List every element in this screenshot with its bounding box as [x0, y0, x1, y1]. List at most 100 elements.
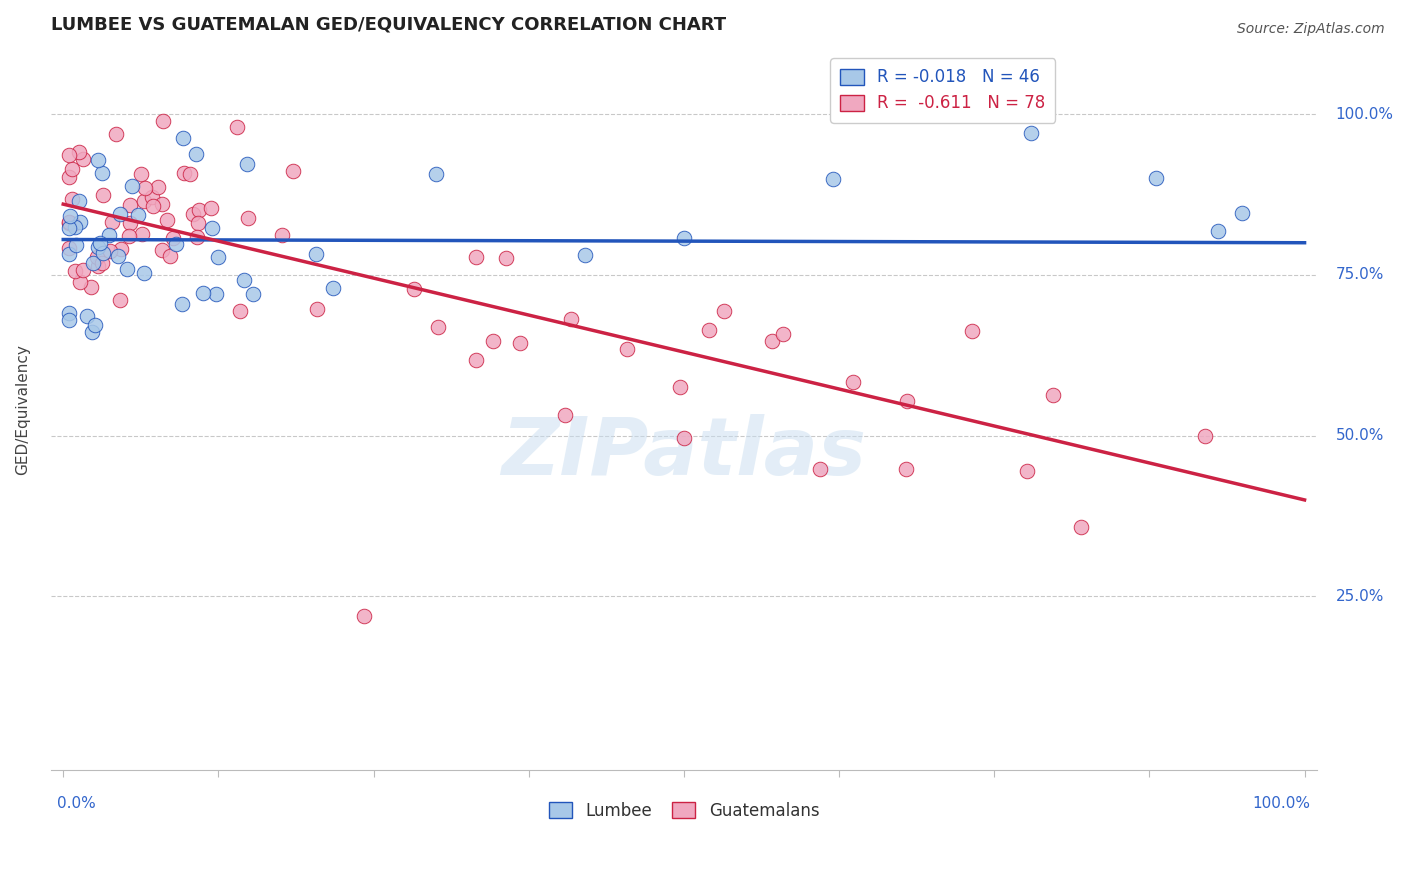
Point — [141, 190, 163, 204]
Point — [91, 188, 114, 202]
Point — [404, 282, 426, 296]
Point — [187, 216, 209, 230]
Point — [465, 251, 488, 265]
Point — [83, 318, 105, 332]
Text: ZIPatlas: ZIPatlas — [502, 414, 866, 492]
Point — [58, 170, 80, 185]
Point — [205, 286, 228, 301]
Text: 100.0%: 100.0% — [1336, 107, 1393, 121]
Point — [772, 327, 794, 342]
Point — [281, 164, 304, 178]
Point — [1232, 206, 1254, 220]
Point — [89, 236, 111, 251]
Text: 100.0%: 100.0% — [1253, 796, 1310, 811]
Point — [134, 181, 156, 195]
Point — [90, 166, 112, 180]
Point — [159, 249, 181, 263]
Point — [322, 281, 344, 295]
Point — [1206, 224, 1229, 238]
Point — [118, 228, 141, 243]
Point — [172, 131, 194, 145]
Point — [100, 244, 122, 259]
Point — [616, 343, 638, 357]
Point — [894, 462, 917, 476]
Point — [713, 304, 735, 318]
Point — [63, 263, 86, 277]
Point — [86, 250, 108, 264]
Point — [1194, 429, 1216, 443]
Point — [79, 280, 101, 294]
Point — [162, 230, 184, 244]
Point — [509, 335, 531, 350]
Point — [181, 206, 204, 220]
Point — [150, 243, 173, 257]
Point — [187, 202, 209, 217]
Point — [97, 227, 120, 242]
Point — [207, 250, 229, 264]
Text: Source: ZipAtlas.com: Source: ZipAtlas.com — [1237, 22, 1385, 37]
Point — [242, 287, 264, 301]
Point — [232, 273, 254, 287]
Point — [179, 168, 201, 182]
Point — [236, 211, 259, 226]
Point — [60, 192, 83, 206]
Point — [226, 120, 249, 134]
Point — [156, 212, 179, 227]
Point — [63, 219, 86, 234]
Point — [146, 180, 169, 194]
Point — [808, 462, 831, 476]
Point — [172, 297, 194, 311]
Point — [87, 153, 110, 167]
Text: 25.0%: 25.0% — [1336, 589, 1384, 604]
Point — [67, 194, 90, 208]
Point — [107, 249, 129, 263]
Point — [132, 194, 155, 208]
Point — [108, 293, 131, 307]
Point — [761, 334, 783, 348]
Point — [69, 215, 91, 229]
Point — [58, 215, 80, 229]
Point — [131, 227, 153, 241]
Point — [165, 237, 187, 252]
Point — [560, 311, 582, 326]
Point — [65, 238, 87, 252]
Text: LUMBEE VS GUATEMALAN GED/EQUIVALENCY CORRELATION CHART: LUMBEE VS GUATEMALAN GED/EQUIVALENCY COR… — [51, 15, 725, 33]
Point — [173, 166, 195, 180]
Point — [425, 167, 447, 181]
Point — [132, 266, 155, 280]
Point — [58, 221, 80, 235]
Point — [76, 309, 98, 323]
Point — [353, 608, 375, 623]
Text: 75.0%: 75.0% — [1336, 268, 1384, 283]
Point — [58, 306, 80, 320]
Point — [201, 221, 224, 235]
Point — [574, 248, 596, 262]
Point — [307, 301, 329, 316]
Point — [426, 320, 449, 334]
Point — [1015, 464, 1038, 478]
Point — [87, 260, 110, 274]
Point — [305, 247, 328, 261]
Point — [118, 216, 141, 230]
Point — [150, 196, 173, 211]
Point — [668, 380, 690, 394]
Point — [100, 215, 122, 229]
Point — [1021, 127, 1043, 141]
Point — [58, 313, 80, 327]
Y-axis label: GED/Equivalency: GED/Equivalency — [15, 344, 30, 475]
Point — [481, 334, 503, 349]
Point — [59, 210, 82, 224]
Point — [58, 216, 80, 230]
Point — [1042, 388, 1064, 402]
Point — [960, 324, 983, 338]
Point — [105, 127, 128, 141]
Point — [193, 285, 215, 300]
Point — [271, 227, 294, 242]
Point — [118, 198, 141, 212]
Point — [82, 255, 104, 269]
Point — [152, 113, 174, 128]
Point — [72, 153, 94, 167]
Point — [554, 408, 576, 422]
Point — [60, 161, 83, 176]
Text: 0.0%: 0.0% — [58, 796, 96, 811]
